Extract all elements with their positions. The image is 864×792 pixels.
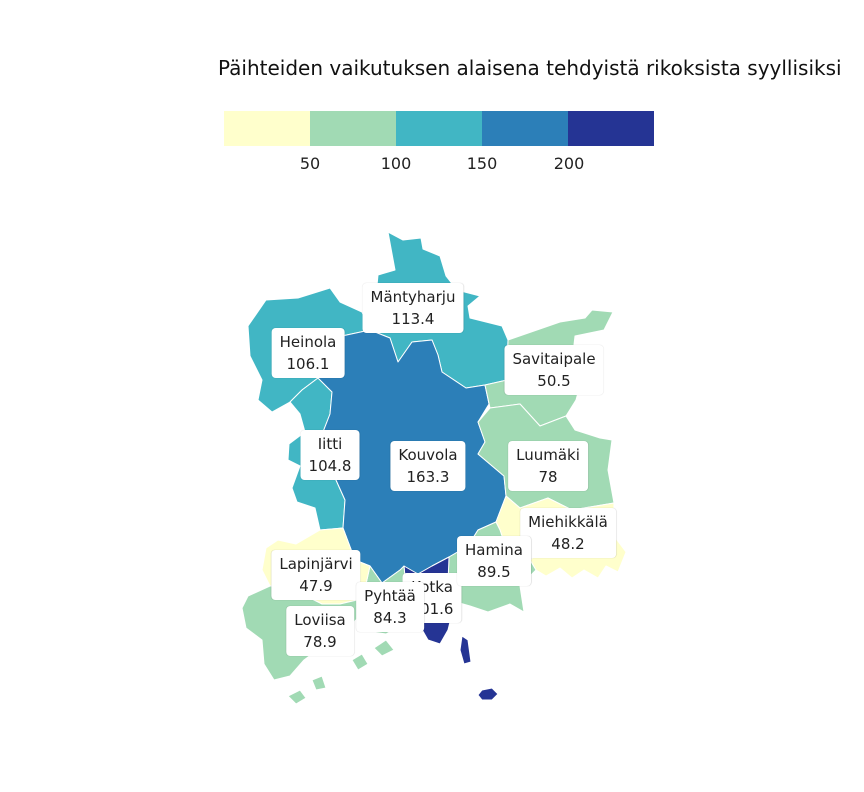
label-hamina: Hamina 89.5 (457, 536, 531, 586)
label-kouvola: Kouvola 163.3 (390, 441, 466, 491)
legend-tick-50: 50 (299, 154, 321, 173)
region-loviisa-island-4[interactable] (373, 639, 395, 657)
label-miehikkala-name: Miehikkälä (528, 513, 608, 531)
label-iitti: Iitti 104.8 (300, 430, 360, 480)
legend-tick-150: 150 (466, 154, 498, 173)
label-hamina-value: 89.5 (477, 563, 511, 581)
label-kouvola-name: Kouvola (398, 446, 458, 464)
label-pyhtaa: Pyhtää 84.3 (356, 582, 424, 632)
label-mantyharju-name: Mäntyharju (370, 288, 456, 306)
label-kouvola-value: 163.3 (406, 468, 450, 486)
region-kotka-island-1[interactable] (459, 635, 472, 665)
label-hamina-name: Hamina (465, 541, 523, 559)
legend-bin-150-200 (482, 111, 568, 146)
label-pyhtaa-name: Pyhtää (364, 587, 416, 605)
label-lapinjarvi-value: 47.9 (299, 577, 333, 595)
label-luumaki-value: 78 (538, 468, 558, 486)
label-luumaki: Luumäki 78 (508, 441, 588, 491)
label-lapinjarvi-name: Lapinjärvi (279, 555, 353, 573)
label-miehikkala-value: 48.2 (551, 535, 585, 553)
label-iitti-value: 104.8 (308, 457, 352, 475)
legend-bin-200-250 (568, 111, 654, 146)
legend-tick-200: 200 (553, 154, 585, 173)
label-heinola-name: Heinola (279, 333, 337, 351)
label-heinola: Heinola 106.1 (271, 328, 345, 378)
label-heinola-value: 106.1 (286, 355, 330, 373)
label-luumaki-name: Luumäki (516, 446, 580, 464)
label-savitaipale-value: 50.5 (537, 372, 571, 390)
label-loviisa-name: Loviisa (294, 611, 346, 629)
region-kotka-island-2[interactable] (477, 687, 499, 701)
label-mantyharju: Mäntyharju 113.4 (362, 283, 464, 333)
label-savitaipale-name: Savitaipale (512, 350, 596, 368)
region-loviisa-island-3[interactable] (351, 653, 369, 671)
label-lapinjarvi: Lapinjärvi 47.9 (271, 550, 361, 600)
label-iitti-name: Iitti (317, 435, 343, 453)
label-miehikkala: Miehikkälä 48.2 (520, 508, 616, 558)
region-loviisa-island-1[interactable] (287, 689, 307, 705)
legend-bin-100-150 (396, 111, 482, 146)
legend-tick-100: 100 (380, 154, 412, 173)
region-loviisa-island-2[interactable] (311, 675, 327, 691)
label-loviisa-value: 78.9 (303, 633, 337, 651)
label-pyhtaa-value: 84.3 (373, 609, 407, 627)
label-loviisa: Loviisa 78.9 (286, 606, 354, 656)
legend-bin-50-100 (310, 111, 396, 146)
label-savitaipale: Savitaipale 50.5 (504, 345, 604, 395)
legend-bin-0-50 (224, 111, 310, 146)
map-title: Päihteiden vaikutuksen alaisena tehdyist… (218, 56, 842, 80)
label-mantyharju-value: 113.4 (391, 310, 435, 328)
